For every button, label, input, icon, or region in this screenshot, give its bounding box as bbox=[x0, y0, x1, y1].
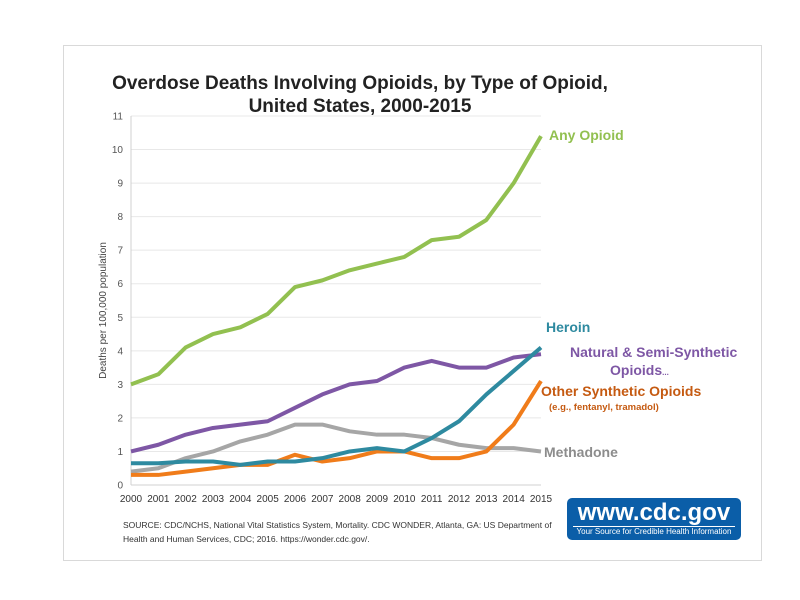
x-tick-label: 2006 bbox=[284, 494, 307, 505]
title-line-2: United States, 2000-2015 bbox=[248, 96, 472, 117]
chart-title: Overdose Deaths Involving Opioids, by Ty… bbox=[100, 72, 620, 118]
x-tick-label: 2011 bbox=[421, 494, 443, 505]
logo-url: www.cdc.gov bbox=[577, 499, 731, 526]
y-tick-label: 10 bbox=[112, 145, 124, 156]
x-tick-label: 2004 bbox=[229, 494, 252, 505]
series-line-natural-semi-synthetic-opioids- bbox=[130, 352, 542, 454]
y-tick-label: 5 bbox=[117, 313, 123, 324]
y-tick-label: 9 bbox=[117, 179, 123, 190]
cdc-logo[interactable]: www.cdc.gov Your Source for Credible Hea… bbox=[567, 498, 741, 540]
series-line-heroin bbox=[131, 345, 543, 467]
x-tick-label: 2014 bbox=[503, 494, 526, 505]
y-tick-label: 3 bbox=[117, 380, 123, 391]
title-line-1: Overdose Deaths Involving Opioids, by Ty… bbox=[112, 73, 608, 94]
label-natural-1: Natural & Semi-Synthetic bbox=[570, 344, 738, 360]
y-axis-label: Deaths per 100,000 population bbox=[98, 242, 109, 379]
label-other-synthetic-2: (e.g., fentanyl, tramadol) bbox=[549, 402, 659, 413]
label-any-opioid: Any Opioid bbox=[549, 127, 624, 143]
x-tick-label: 2003 bbox=[202, 494, 225, 505]
x-tick-label: 2001 bbox=[147, 494, 170, 505]
y-tick-label: 11 bbox=[113, 112, 124, 123]
x-tick-label: 2015 bbox=[530, 494, 553, 505]
series-line-other-synthetic-opioids bbox=[131, 379, 543, 477]
chart-frame bbox=[63, 45, 762, 561]
x-tick-label: 2000 bbox=[120, 494, 143, 505]
label-heroin: Heroin bbox=[546, 319, 591, 335]
y-tick-label: 7 bbox=[117, 246, 123, 257]
x-tick-label: 2013 bbox=[475, 494, 498, 505]
label-natural-2-text: Opioids bbox=[610, 362, 663, 378]
x-tick-label: 2008 bbox=[339, 494, 362, 505]
y-tick-label: 1 bbox=[117, 447, 123, 458]
series-line-methadone bbox=[130, 422, 542, 474]
label-natural-mark: ... bbox=[662, 368, 669, 377]
label-natural-2: Opioids... bbox=[610, 362, 669, 378]
x-tick-label: 2012 bbox=[448, 494, 471, 505]
x-tick-label: 2005 bbox=[257, 494, 280, 505]
label-other-synthetic-1: Other Synthetic Opioids bbox=[541, 383, 702, 399]
y-tick-label: 0 bbox=[117, 481, 123, 492]
label-methadone: Methadone bbox=[544, 444, 618, 460]
y-tick-label: 2 bbox=[117, 413, 123, 424]
source-note: SOURCE: CDC/NCHS, National Vital Statist… bbox=[123, 520, 552, 544]
y-tick-label: 6 bbox=[117, 279, 123, 290]
x-tick-label: 2002 bbox=[175, 494, 198, 505]
y-tick-label: 4 bbox=[117, 346, 123, 357]
logo-tagline: Your Source for Credible Health Informat… bbox=[573, 526, 735, 537]
y-tick-label: 8 bbox=[117, 212, 123, 223]
x-tick-label: 2010 bbox=[393, 494, 416, 505]
x-tick-label: 2009 bbox=[366, 494, 389, 505]
series-line-any-opioid bbox=[130, 135, 543, 387]
x-tick-label: 2007 bbox=[311, 494, 334, 505]
